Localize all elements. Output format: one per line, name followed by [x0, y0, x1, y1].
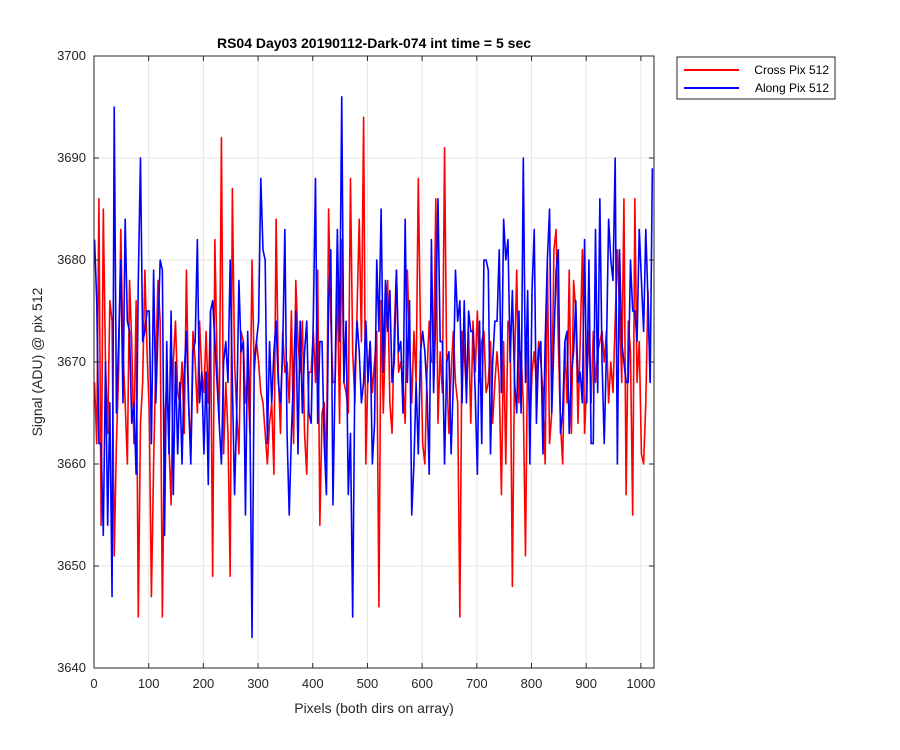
y-tick-label: 3640 [57, 660, 86, 675]
y-tick-label: 3690 [57, 150, 86, 165]
series-line-cross-pix [93, 116, 651, 618]
x-tick-label: 400 [302, 676, 324, 691]
y-tick-label: 3700 [57, 48, 86, 63]
y-tick-label: 3680 [57, 252, 86, 267]
x-tick-label: 300 [247, 676, 269, 691]
legend-label-along-pix: Along Pix 512 [755, 81, 829, 95]
chart-title: RS04 Day03 20190112-Dark-074 int time = … [217, 35, 531, 51]
legend-box [676, 56, 836, 100]
x-axis-label: Pixels (both dirs on array) [294, 700, 454, 716]
x-tick-label: 700 [466, 676, 488, 691]
y-axis-label: Signal (ADU) @ pix 512 [29, 287, 45, 436]
x-tick-label: 1000 [626, 676, 655, 691]
x-tick-label: 0 [90, 676, 97, 691]
y-tick-label: 3650 [57, 558, 86, 573]
x-tick-label: 900 [575, 676, 597, 691]
y-tick-label: 3660 [57, 456, 86, 471]
x-tick-label: 800 [521, 676, 543, 691]
x-tick-label: 500 [357, 676, 379, 691]
series-line-along-pix [93, 96, 654, 639]
x-tick-label: 100 [138, 676, 160, 691]
x-tick-label: 600 [411, 676, 433, 691]
legend: Cross Pix 512 Along Pix 512 [676, 56, 836, 100]
axis-ticks: 0 100 200 300 400 500 600 700 800 900 1000 3640 3650… [57, 48, 655, 691]
series-layer [93, 96, 654, 639]
x-tick-label: 200 [193, 676, 215, 691]
y-tick-label: 3670 [57, 354, 86, 369]
legend-label-cross-pix: Cross Pix 512 [754, 63, 829, 77]
